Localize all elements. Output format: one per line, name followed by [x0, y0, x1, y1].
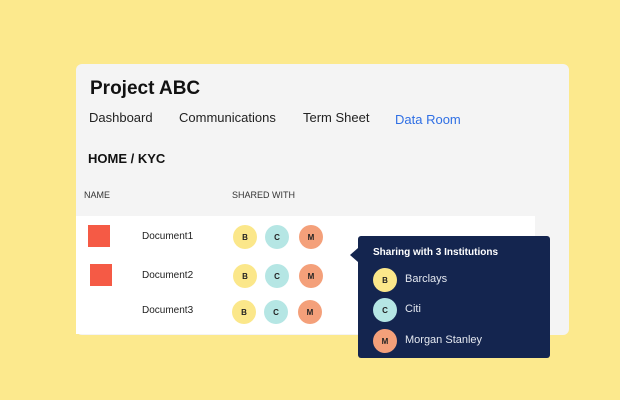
breadcrumb: HOME / KYC [88, 151, 166, 166]
institution-name: Barclays [405, 273, 448, 285]
tab-data-room[interactable]: Data Room [395, 112, 461, 127]
avatar-citi[interactable]: C [265, 264, 289, 288]
tooltip-title: Sharing with 3 Institutions [373, 247, 498, 258]
institution-item: M Morgan Stanley [373, 329, 543, 353]
column-header-name: NAME [84, 190, 111, 200]
document-icon [88, 225, 110, 247]
avatar-barclays[interactable]: B [232, 300, 256, 324]
tab-term-sheet[interactable]: Term Sheet [303, 110, 370, 125]
tab-communications[interactable]: Communications [179, 110, 276, 125]
avatar-morgan-stanley[interactable]: M [299, 225, 323, 249]
document-name[interactable]: Document2 [142, 270, 194, 281]
document-name[interactable]: Document3 [142, 305, 194, 316]
avatar-barclays: B [373, 268, 397, 292]
avatar-morgan-stanley[interactable]: M [299, 264, 323, 288]
document-icon [90, 264, 112, 286]
table-row[interactable]: Document2 B C M [76, 261, 535, 291]
avatar-barclays[interactable]: B [233, 264, 257, 288]
avatar-citi: C [373, 298, 397, 322]
institution-item: B Barclays [373, 268, 543, 292]
institution-name: Morgan Stanley [405, 334, 483, 346]
avatar-citi[interactable]: C [265, 225, 289, 249]
table-row[interactable]: Document1 B C M [76, 222, 535, 252]
column-header-shared-with: SHARED WITH [232, 190, 295, 200]
avatar-morgan-stanley: M [373, 329, 397, 353]
sharing-tooltip: Sharing with 3 Institutions B Barclays C… [350, 236, 550, 358]
avatar-morgan-stanley[interactable]: M [298, 300, 322, 324]
institution-item: C Citi [373, 298, 543, 322]
institution-name: Citi [405, 303, 421, 315]
avatar-citi[interactable]: C [264, 300, 288, 324]
avatar-barclays[interactable]: B [233, 225, 257, 249]
tab-dashboard[interactable]: Dashboard [89, 110, 153, 125]
document-name[interactable]: Document1 [142, 231, 194, 242]
table-row[interactable]: Document3 B C M [76, 297, 535, 327]
page-title: Project ABC [90, 78, 201, 99]
